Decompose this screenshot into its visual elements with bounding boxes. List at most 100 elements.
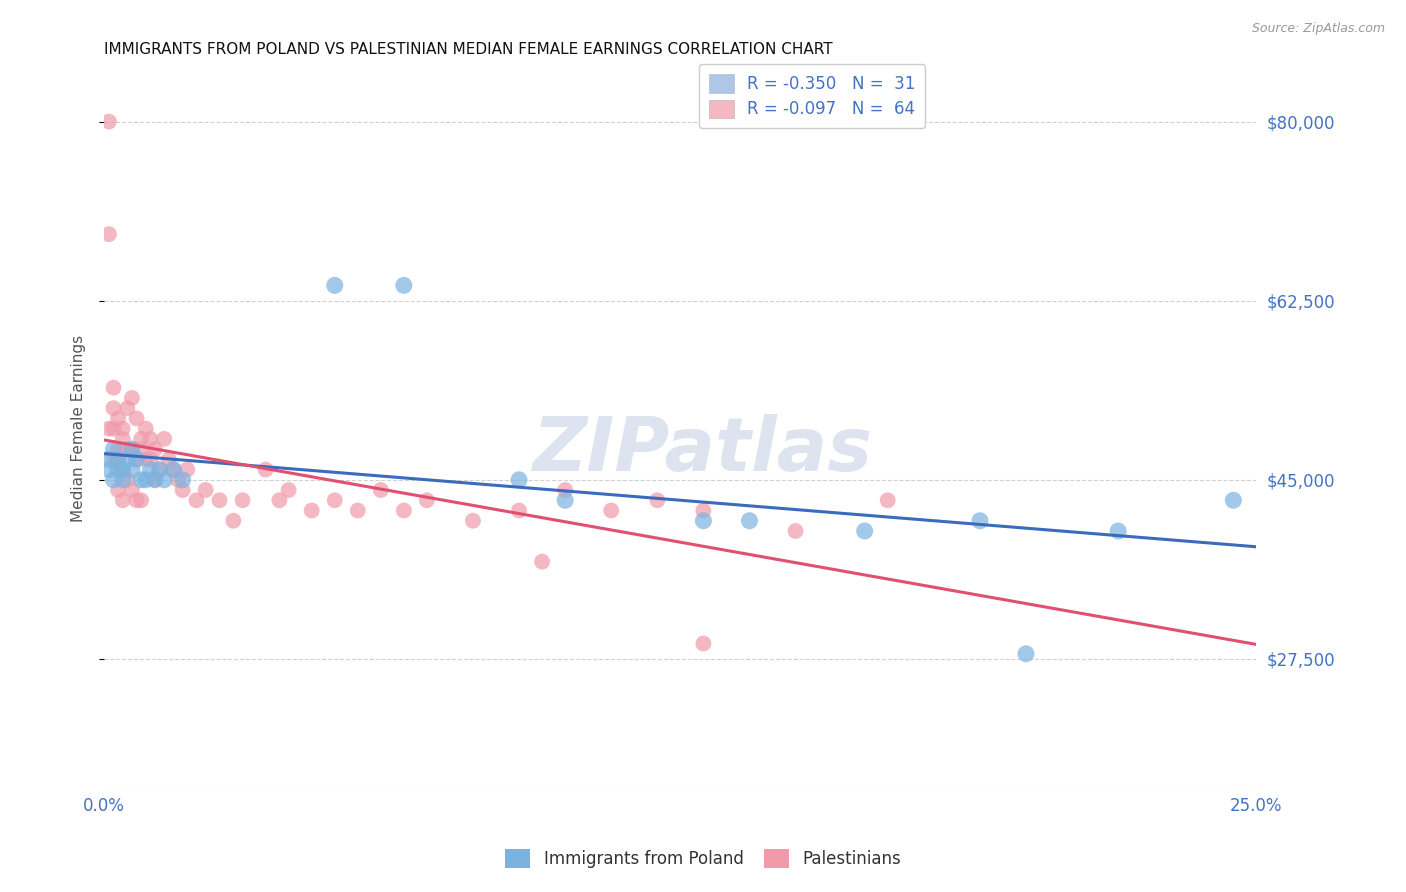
Point (1107, 524, 1129, 538)
Point (269, 493, 291, 508)
Point (107, 442, 129, 456)
Point (107, 462, 129, 476)
Point (103, 473, 125, 487)
Point (143, 473, 166, 487)
Point (416, 493, 439, 508)
Point (97, 452, 120, 467)
Point (508, 503, 530, 517)
Point (277, 483, 299, 497)
Point (254, 462, 277, 476)
Point (97, 114, 120, 128)
Point (554, 493, 576, 508)
Legend: Immigrants from Poland, Palestinians: Immigrants from Poland, Palestinians (499, 843, 907, 875)
Point (143, 473, 166, 487)
Point (692, 503, 714, 517)
Point (135, 422, 157, 436)
Point (172, 483, 194, 497)
Point (103, 401, 125, 416)
Point (162, 462, 184, 476)
Point (121, 442, 143, 456)
Point (139, 452, 162, 467)
Point (186, 493, 208, 508)
Point (125, 411, 148, 425)
Point (121, 483, 143, 497)
Point (107, 483, 129, 497)
Point (232, 493, 254, 508)
Point (346, 503, 368, 517)
Point (301, 503, 323, 517)
Point (461, 514, 484, 528)
Point (785, 524, 807, 538)
Point (97, 227, 120, 242)
Point (121, 391, 143, 405)
Point (135, 473, 157, 487)
Point (153, 473, 176, 487)
Point (208, 493, 231, 508)
Point (125, 452, 148, 467)
Point (111, 473, 134, 487)
Point (111, 493, 134, 508)
Point (157, 452, 180, 467)
Point (139, 462, 162, 476)
Point (370, 483, 392, 497)
Point (117, 401, 139, 416)
Point (103, 452, 125, 467)
Point (107, 411, 129, 425)
Point (153, 432, 176, 446)
Point (143, 442, 166, 456)
Point (129, 473, 152, 487)
Point (117, 452, 139, 467)
Point (129, 442, 152, 456)
Point (129, 493, 152, 508)
Point (149, 462, 172, 476)
Point (121, 462, 143, 476)
Point (107, 452, 129, 467)
Point (125, 493, 148, 508)
Point (392, 503, 415, 517)
Point (600, 503, 623, 517)
Point (111, 462, 134, 476)
Point (125, 452, 148, 467)
Point (103, 442, 125, 456)
Point (1222, 493, 1244, 508)
Point (97, 422, 120, 436)
Point (531, 555, 554, 569)
Point (103, 381, 125, 395)
Point (1015, 647, 1038, 661)
Point (738, 514, 761, 528)
Point (647, 493, 669, 508)
Point (117, 473, 139, 487)
Point (149, 462, 172, 476)
Point (172, 473, 194, 487)
Point (103, 422, 125, 436)
Point (853, 524, 876, 538)
Point (176, 462, 198, 476)
Point (554, 483, 576, 497)
Point (139, 432, 162, 446)
Point (117, 442, 139, 456)
Point (692, 636, 714, 650)
Point (135, 452, 157, 467)
Point (392, 278, 415, 293)
Point (97, 462, 120, 476)
Legend: R = -0.350   N =  31, R = -0.097   N =  64: R = -0.350 N = 31, R = -0.097 N = 64 (699, 64, 925, 128)
Point (111, 422, 134, 436)
Point (876, 493, 898, 508)
Point (323, 493, 346, 508)
Point (323, 278, 346, 293)
Point (111, 432, 134, 446)
Y-axis label: Median Female Earnings: Median Female Earnings (72, 335, 86, 522)
Point (508, 473, 530, 487)
Text: Source: ZipAtlas.com: Source: ZipAtlas.com (1251, 22, 1385, 36)
Point (222, 514, 245, 528)
Point (107, 452, 129, 467)
Text: ZIPatlas: ZIPatlas (533, 414, 873, 487)
Point (162, 462, 184, 476)
Point (692, 514, 714, 528)
Point (194, 483, 217, 497)
Point (969, 514, 991, 528)
Point (129, 432, 152, 446)
Point (121, 442, 143, 456)
Text: IMMIGRANTS FROM POLAND VS PALESTINIAN MEDIAN FEMALE EARNINGS CORRELATION CHART: IMMIGRANTS FROM POLAND VS PALESTINIAN ME… (104, 42, 832, 57)
Point (167, 473, 190, 487)
